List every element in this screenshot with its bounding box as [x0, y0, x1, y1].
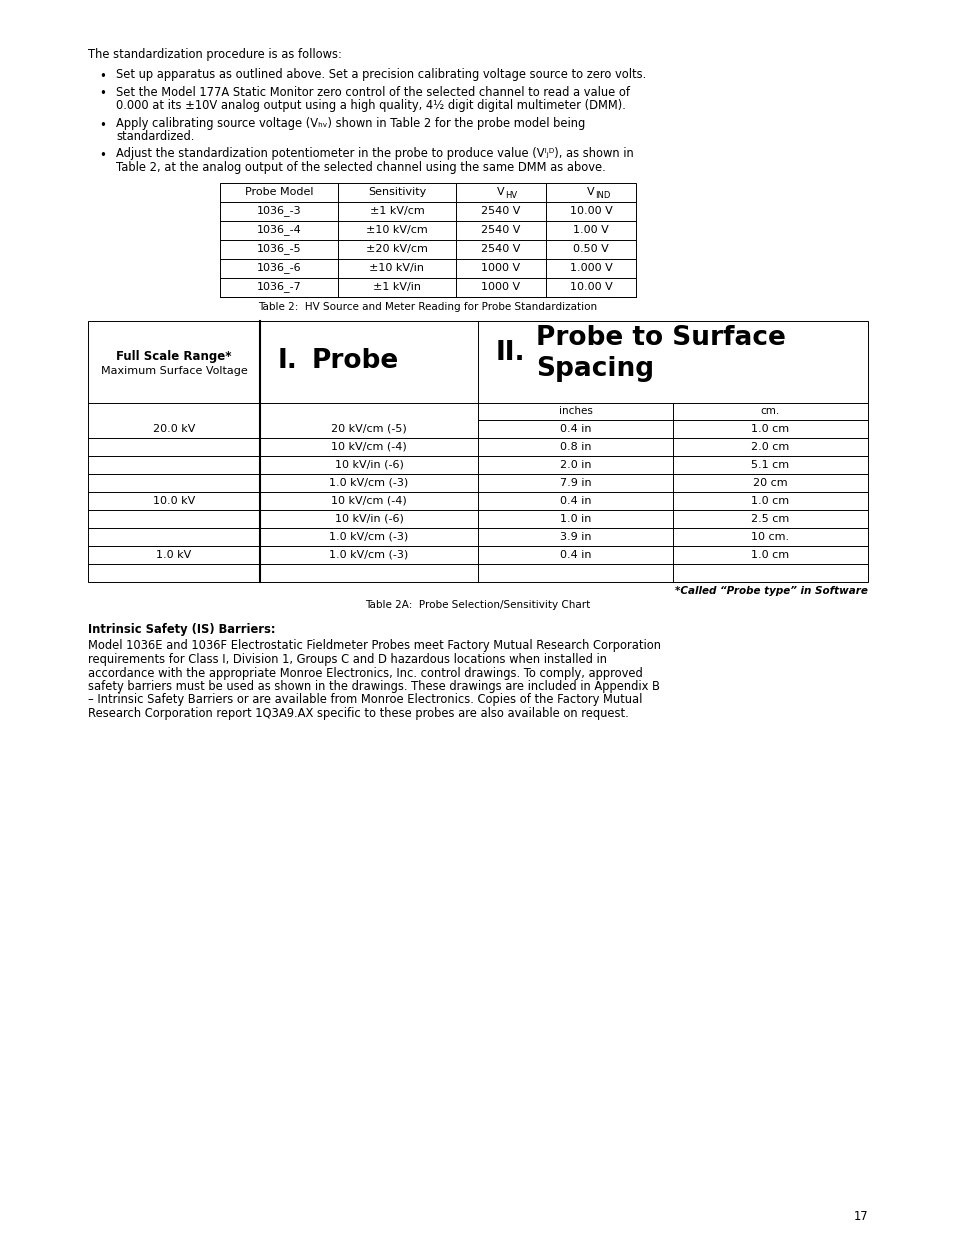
Text: Probe Model: Probe Model [245, 186, 313, 198]
Text: 3.9 in: 3.9 in [559, 531, 591, 541]
Text: *Called “Probe type” in Software: *Called “Probe type” in Software [675, 587, 867, 597]
Text: ±10 kV/in: ±10 kV/in [369, 263, 424, 273]
Text: The standardization procedure is as follows:: The standardization procedure is as foll… [88, 48, 341, 61]
Text: Probe to Surface
Spacing: Probe to Surface Spacing [536, 325, 785, 382]
Text: 1000 V: 1000 V [481, 282, 520, 291]
Text: 0.50 V: 0.50 V [573, 245, 608, 254]
Text: Intrinsic Safety (IS) Barriers:: Intrinsic Safety (IS) Barriers: [88, 624, 275, 636]
Text: 1.0 cm: 1.0 cm [751, 424, 789, 433]
Text: accordance with the appropriate Monroe Electronics, Inc. control drawings. To co: accordance with the appropriate Monroe E… [88, 667, 642, 679]
Text: cm.: cm. [760, 406, 780, 416]
Text: 10.00 V: 10.00 V [569, 206, 612, 216]
Text: Full Scale Range*: Full Scale Range* [116, 350, 232, 363]
Text: requirements for Class I, Division 1, Groups C and D hazardous locations when in: requirements for Class I, Division 1, Gr… [88, 653, 606, 666]
Text: Probe: Probe [312, 348, 399, 374]
Text: ±20 kV/cm: ±20 kV/cm [366, 245, 428, 254]
Text: Apply calibrating source voltage (Vₕᵥ) shown in Table 2 for the probe model bein: Apply calibrating source voltage (Vₕᵥ) s… [116, 116, 584, 130]
Text: 1.00 V: 1.00 V [573, 225, 608, 235]
Text: – Intrinsic Safety Barriers or are available from Monroe Electronics. Copies of : – Intrinsic Safety Barriers or are avail… [88, 694, 641, 706]
Text: 2.0 in: 2.0 in [559, 459, 591, 469]
Text: V: V [587, 186, 594, 198]
Text: 10.00 V: 10.00 V [569, 282, 612, 291]
Text: Sensitivity: Sensitivity [368, 186, 426, 198]
Text: 2540 V: 2540 V [481, 206, 520, 216]
Text: 7.9 in: 7.9 in [559, 478, 591, 488]
Text: 20 kV/cm (-5): 20 kV/cm (-5) [331, 424, 406, 433]
Text: 0.4 in: 0.4 in [559, 424, 591, 433]
Text: HV: HV [504, 190, 517, 200]
Text: 1036_-5: 1036_-5 [256, 243, 301, 254]
Text: •: • [99, 70, 107, 83]
Text: I.: I. [277, 348, 297, 374]
Text: 1.0 kV/cm (-3): 1.0 kV/cm (-3) [329, 550, 408, 559]
Text: 20.0 kV: 20.0 kV [152, 424, 195, 433]
Text: •: • [99, 149, 107, 163]
Text: 1.0 cm: 1.0 cm [751, 550, 789, 559]
Text: 2540 V: 2540 V [481, 245, 520, 254]
Text: 0.4 in: 0.4 in [559, 495, 591, 505]
Text: 1036_-6: 1036_-6 [256, 263, 301, 273]
Text: 1.000 V: 1.000 V [569, 263, 612, 273]
Text: 2540 V: 2540 V [481, 225, 520, 235]
Text: ±10 kV/cm: ±10 kV/cm [366, 225, 428, 235]
Text: Set the Model 177A Static Monitor zero control of the selected channel to read a: Set the Model 177A Static Monitor zero c… [116, 85, 629, 99]
Text: inches: inches [558, 406, 592, 416]
Text: 20 cm: 20 cm [753, 478, 787, 488]
Text: 1036_-7: 1036_-7 [256, 282, 301, 293]
Text: 10 kV/cm (-4): 10 kV/cm (-4) [331, 441, 406, 452]
Text: 1.0 in: 1.0 in [559, 514, 591, 524]
Text: 1.0 cm: 1.0 cm [751, 495, 789, 505]
Text: safety barriers must be used as shown in the drawings. These drawings are includ: safety barriers must be used as shown in… [88, 680, 659, 693]
Text: Set up apparatus as outlined above. Set a precision calibrating voltage source t: Set up apparatus as outlined above. Set … [116, 68, 645, 82]
Text: 10 kV/in (-6): 10 kV/in (-6) [335, 459, 403, 469]
Text: 10 kV/in (-6): 10 kV/in (-6) [335, 514, 403, 524]
Text: 10.0 kV: 10.0 kV [152, 495, 195, 505]
Text: Table 2:  HV Source and Meter Reading for Probe Standardization: Table 2: HV Source and Meter Reading for… [258, 303, 597, 312]
Text: 1.0 kV: 1.0 kV [156, 550, 192, 559]
Text: Table 2, at the analog output of the selected channel using the same DMM as abov: Table 2, at the analog output of the sel… [116, 161, 605, 174]
Text: V: V [497, 186, 504, 198]
Text: 10 cm.: 10 cm. [751, 531, 789, 541]
Text: IND: IND [595, 190, 610, 200]
Text: 0.8 in: 0.8 in [559, 441, 591, 452]
Text: •: • [99, 119, 107, 131]
Text: 1000 V: 1000 V [481, 263, 520, 273]
Text: 2.0 cm: 2.0 cm [751, 441, 789, 452]
Text: 2.5 cm: 2.5 cm [751, 514, 789, 524]
Text: Table 2A:  Probe Selection/Sensitivity Chart: Table 2A: Probe Selection/Sensitivity Ch… [365, 599, 590, 610]
Text: II.: II. [496, 341, 525, 367]
Text: 1036_-3: 1036_-3 [256, 205, 301, 216]
Text: ±1 kV/in: ±1 kV/in [373, 282, 420, 291]
Text: 1.0 kV/cm (-3): 1.0 kV/cm (-3) [329, 531, 408, 541]
Text: 5.1 cm: 5.1 cm [751, 459, 789, 469]
Bar [88, 321, 867, 582]
Text: 0.000 at its ±10V analog output using a high quality, 4½ digit digital multimete: 0.000 at its ±10V analog output using a … [116, 99, 625, 112]
Text: ±1 kV/cm: ±1 kV/cm [369, 206, 424, 216]
Text: 17: 17 [853, 1210, 867, 1223]
Text: Maximum Surface Voltage: Maximum Surface Voltage [100, 367, 247, 377]
Text: Research Corporation report 1Q3A9.AX specific to these probes are also available: Research Corporation report 1Q3A9.AX spe… [88, 706, 628, 720]
Text: 0.4 in: 0.4 in [559, 550, 591, 559]
Text: 1.0 kV/cm (-3): 1.0 kV/cm (-3) [329, 478, 408, 488]
Text: Model 1036E and 1036F Electrostatic Fieldmeter Probes meet Factory Mutual Resear: Model 1036E and 1036F Electrostatic Fiel… [88, 640, 660, 652]
Text: 10 kV/cm (-4): 10 kV/cm (-4) [331, 495, 406, 505]
Text: standardized.: standardized. [116, 130, 194, 143]
Text: Adjust the standardization potentiometer in the probe to produce value (Vᴵⱼᴰ), a: Adjust the standardization potentiometer… [116, 147, 633, 161]
Text: 1036_-4: 1036_-4 [256, 225, 301, 236]
Text: •: • [99, 88, 107, 100]
Bar [220, 183, 636, 296]
